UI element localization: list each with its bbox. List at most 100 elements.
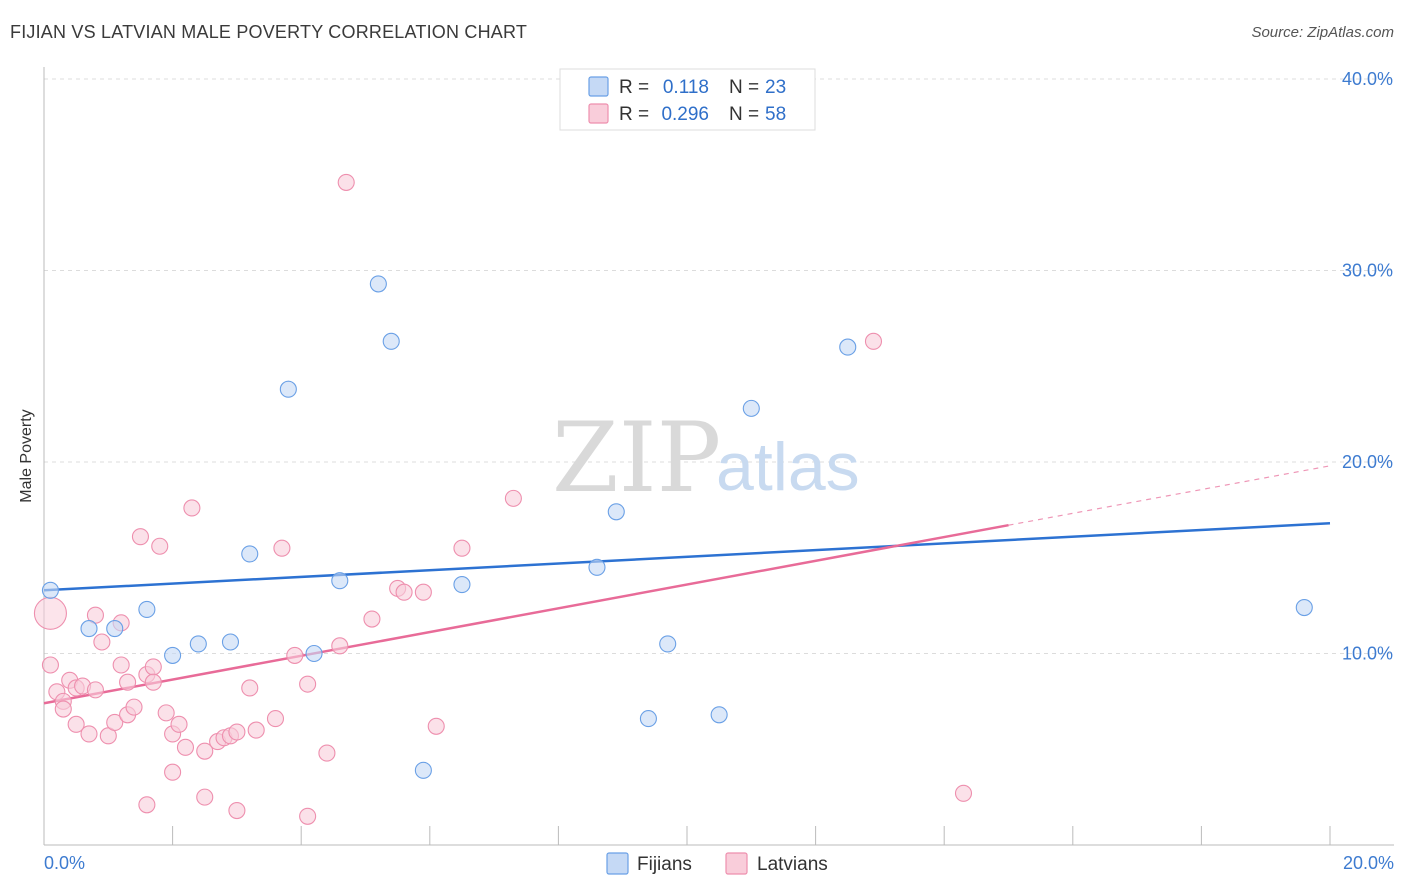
point-fijians (839, 338, 857, 356)
point-fijians (659, 635, 677, 653)
y-tick-label-2: 30.0% (1342, 261, 1393, 281)
point-latvians (112, 656, 130, 674)
trend-line-extension-latvians (1008, 465, 1331, 526)
point-fijians (710, 706, 728, 724)
series-legend-swatch-latvians (725, 852, 748, 875)
point-fijians (369, 275, 387, 293)
point-latvians (504, 489, 522, 507)
point-fijians (742, 399, 760, 417)
point-latvians (86, 681, 104, 699)
point-fijians (164, 646, 182, 664)
point-latvians (318, 744, 336, 762)
legend-n-value-fijians: 23 (765, 77, 786, 98)
point-latvians (395, 583, 413, 601)
point-latvians (157, 704, 175, 722)
point-latvians (299, 807, 317, 825)
point-latvians (241, 679, 259, 697)
point-fijians (1295, 598, 1313, 617)
y-tick-label-1: 20.0% (1342, 452, 1393, 472)
series-legend-label-fijians: Fijians (637, 854, 692, 875)
point-latvians (138, 796, 156, 814)
point-latvians (183, 499, 201, 517)
y-tick-label-3: 40.0% (1342, 69, 1393, 89)
point-fijians (189, 635, 207, 653)
point-latvians (427, 717, 445, 735)
x-tick-labels: 0.0% 20.0% (44, 853, 1394, 873)
point-fijians (607, 503, 625, 521)
legend-r-label-fijians: R = (619, 77, 649, 98)
point-fijians (414, 761, 432, 779)
point-latvians (33, 596, 67, 630)
y-tick-labels: 10.0% 20.0% 30.0% 40.0% (1342, 69, 1393, 664)
point-latvians (151, 537, 169, 555)
point-fijians (106, 620, 124, 638)
trend-lines (43, 465, 1331, 705)
point-latvians (228, 801, 246, 820)
point-latvians (131, 528, 149, 546)
point-fijians (639, 710, 657, 728)
point-latvians (453, 539, 471, 557)
point-latvians (331, 637, 349, 655)
source-label: Source: ZipAtlas.com (1251, 24, 1394, 41)
point-latvians (196, 742, 214, 760)
legend-swatch-latvians (588, 103, 609, 124)
trend-line-fijians (43, 522, 1331, 592)
stats-legend: R = 0.118 N = 23 R = 0.296 N = 58 (559, 68, 816, 131)
point-fijians (41, 581, 59, 599)
point-fijians (221, 633, 240, 651)
point-fijians (305, 644, 323, 663)
point-fijians (80, 620, 98, 638)
point-fijians (138, 600, 156, 619)
point-fijians (331, 572, 349, 590)
series-legend-label-latvians: Latvians (757, 854, 828, 875)
point-latvians (80, 725, 98, 743)
point-latvians (266, 710, 285, 728)
axes (43, 67, 1394, 846)
watermark-zip: ZIP (552, 402, 721, 514)
legend-n-label-latvians: N = (729, 104, 759, 125)
point-latvians (125, 698, 143, 716)
x-tick-min: 0.0% (44, 853, 85, 873)
point-latvians (144, 673, 162, 691)
point-latvians (414, 583, 432, 601)
point-latvians (54, 700, 72, 718)
legend-r-value-fijians: 0.118 (663, 77, 709, 98)
point-fijians (588, 558, 606, 576)
point-fijians (279, 380, 297, 398)
trend-line-latvians (43, 523, 1009, 705)
x-tick-max: 20.0% (1343, 853, 1394, 873)
point-latvians (119, 673, 137, 691)
point-latvians (93, 633, 111, 651)
point-latvians (864, 332, 883, 350)
legend-swatch-fijians (588, 76, 609, 97)
point-latvians (164, 763, 182, 781)
legend-n-value-latvians: 58 (765, 104, 786, 125)
legend-n-label-fijians: N = (729, 77, 759, 98)
point-latvians (247, 721, 265, 739)
point-latvians (196, 788, 214, 806)
point-latvians (273, 539, 291, 557)
point-latvians (337, 173, 355, 191)
watermark: ZIP atlas (552, 402, 860, 514)
point-latvians (67, 715, 85, 733)
series-legend: Fijians Latvians (606, 852, 828, 875)
point-latvians (228, 723, 246, 741)
y-tick-label-0: 10.0% (1342, 644, 1393, 664)
legend-r-label-latvians: R = (619, 104, 649, 125)
point-latvians (170, 715, 188, 733)
point-fijians (382, 332, 400, 350)
series-legend-swatch-fijians (606, 852, 629, 875)
point-latvians (106, 713, 124, 731)
gridlines (44, 78, 1394, 654)
point-latvians (299, 675, 317, 693)
watermark-atlas: atlas (716, 429, 860, 505)
point-fijians (241, 545, 259, 563)
data-points (33, 173, 1313, 825)
point-latvians (144, 658, 162, 676)
legend-r-value-latvians: 0.296 (661, 104, 709, 125)
point-fijians (453, 576, 471, 594)
chart-title: FIJIAN VS LATVIAN MALE POVERTY CORRELATI… (10, 22, 528, 42)
point-latvians (954, 784, 973, 802)
point-latvians (286, 646, 304, 664)
